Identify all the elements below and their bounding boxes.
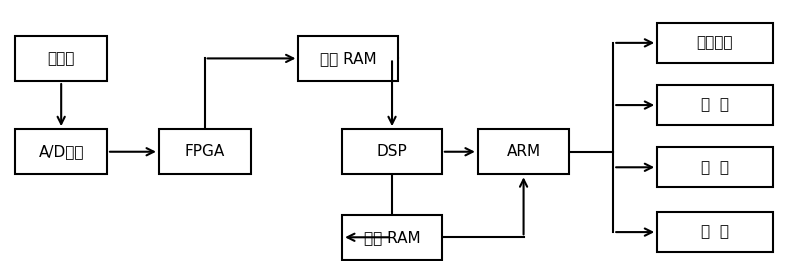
Text: 通  讯: 通 讯 <box>701 97 729 113</box>
Text: A/D转换: A/D转换 <box>38 144 84 159</box>
Text: 双口 RAM: 双口 RAM <box>364 230 420 245</box>
Bar <box>15 129 107 174</box>
Bar <box>657 212 773 252</box>
Bar <box>478 129 570 174</box>
Bar <box>342 215 442 260</box>
Text: 数据管理: 数据管理 <box>697 35 733 50</box>
Text: FPGA: FPGA <box>185 144 225 159</box>
Bar <box>657 85 773 125</box>
Bar <box>298 36 398 81</box>
Text: DSP: DSP <box>377 144 407 159</box>
Text: ARM: ARM <box>506 144 541 159</box>
Bar <box>342 129 442 174</box>
Bar <box>15 36 107 81</box>
Text: 模拟量: 模拟量 <box>47 51 75 66</box>
Text: 键  盘: 键 盘 <box>701 160 729 175</box>
Bar <box>657 147 773 187</box>
Bar <box>159 129 250 174</box>
Text: 显  示: 显 示 <box>701 225 729 239</box>
Text: 双口 RAM: 双口 RAM <box>320 51 377 66</box>
Bar <box>657 23 773 63</box>
